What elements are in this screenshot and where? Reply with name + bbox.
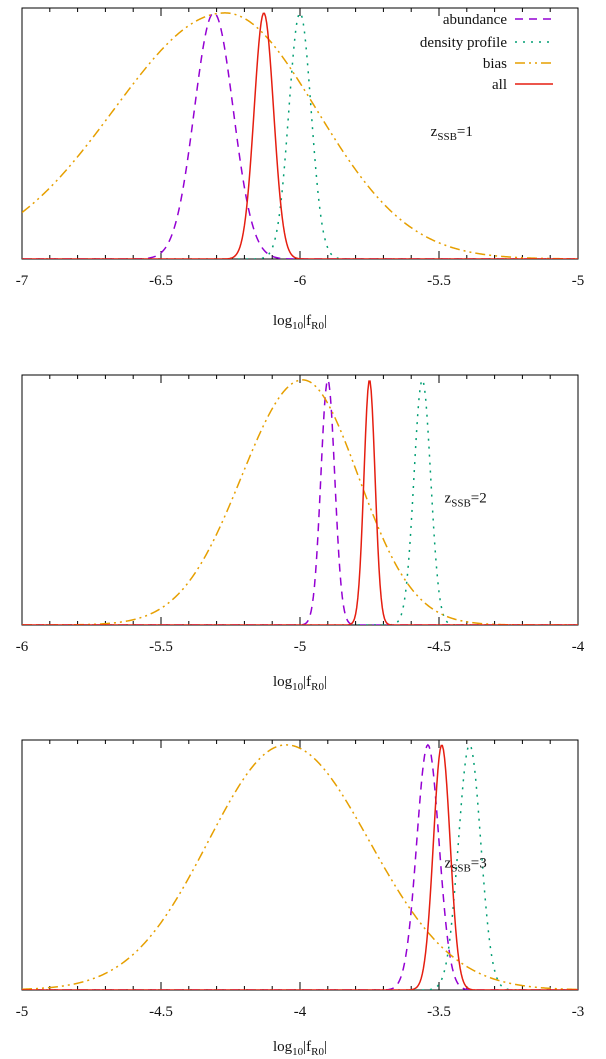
legend-label: abundance — [443, 12, 507, 28]
x-tick-label: -5 — [16, 1004, 29, 1020]
redshift-annotation: zSSB=1 — [431, 124, 473, 143]
annotation-tail: =3 — [471, 855, 487, 871]
x-tick-label: -4 — [572, 639, 585, 655]
panel-3: -5 -4.5 -4 -3.5 -3 log10|fR0| zSSB=3 — [16, 739, 585, 1058]
xlabel-body-sub: R0 — [311, 681, 324, 693]
series-line-bias — [22, 12, 578, 259]
x-axis-label: log10|fR0| — [273, 1039, 327, 1058]
xlabel-base: log — [273, 674, 293, 690]
xlabel-body-sub: R0 — [311, 320, 324, 332]
series-line-all — [22, 744, 578, 990]
xlabel-tail: | — [324, 313, 327, 329]
legend-label: bias — [483, 56, 507, 72]
x-tick-label: -5 — [572, 273, 585, 289]
x-tick-label: -4.5 — [149, 1004, 173, 1020]
xlabel-base: log — [273, 1039, 293, 1055]
plot-frame — [21, 739, 579, 991]
legend-label: density profile — [420, 35, 507, 51]
x-tick-label: -6 — [16, 639, 29, 655]
x-tick-label: -6.5 — [149, 273, 173, 289]
xlabel-body: |f — [303, 313, 311, 329]
series-line-abundance — [22, 377, 578, 625]
series-line-all — [22, 12, 578, 259]
annotation-sub: SSB — [437, 131, 457, 143]
xlabel-base-sub: 10 — [292, 320, 304, 332]
x-tick-label: -7 — [16, 273, 29, 289]
x-tick-label: -5 — [294, 639, 307, 655]
xlabel-base-sub: 10 — [292, 681, 304, 693]
annotation-sub: SSB — [451, 497, 471, 509]
x-tick-label: -4.5 — [427, 639, 451, 655]
annotation-sub: SSB — [451, 862, 471, 874]
xlabel-base-sub: 10 — [292, 1046, 304, 1058]
annotation-tail: =2 — [471, 490, 487, 506]
panel-1: -7 -6.5 -6 -5.5 -5 log10|fR0| zSSB=1 abundance d… — [16, 7, 585, 332]
xlabel-tail: | — [324, 674, 327, 690]
x-tick-label: -4 — [294, 1004, 307, 1020]
x-tick-label: -6 — [294, 273, 307, 289]
xlabel-body: |f — [303, 1039, 311, 1055]
annotation-base: z — [445, 855, 452, 871]
annotation-base: z — [431, 124, 438, 140]
x-tick-label: -5.5 — [149, 639, 173, 655]
panel-2: -6 -5.5 -5 -4.5 -4 log10|fR0| zSSB=2 — [16, 374, 585, 693]
x-axis-label: log10|fR0| — [273, 674, 327, 693]
annotation-base: z — [445, 490, 452, 506]
plot-frame — [21, 374, 579, 626]
series-line-density-profile — [22, 378, 578, 625]
xlabel-tail: | — [324, 1039, 327, 1055]
redshift-annotation: zSSB=3 — [445, 855, 487, 874]
x-axis-label: log10|fR0| — [273, 313, 327, 332]
xlabel-base: log — [273, 313, 293, 329]
series-line-bias — [22, 379, 578, 625]
xlabel-body: |f — [303, 674, 311, 690]
legend-label: all — [492, 77, 507, 93]
x-tick-label: -3.5 — [427, 1004, 451, 1020]
series-line-abundance — [22, 743, 578, 990]
xlabel-body-sub: R0 — [311, 1046, 324, 1058]
curves — [22, 377, 578, 625]
legend: abundance density profile bias all — [420, 12, 553, 93]
curves — [22, 743, 578, 990]
x-tick-label: -3 — [572, 1004, 585, 1020]
x-tick-label: -5.5 — [427, 273, 451, 289]
series-line-all — [22, 380, 578, 625]
series-line-bias — [22, 744, 578, 990]
series-line-density-profile — [22, 744, 578, 990]
annotation-tail: =1 — [457, 124, 473, 140]
curves — [22, 11, 578, 259]
redshift-annotation: zSSB=2 — [445, 490, 487, 509]
